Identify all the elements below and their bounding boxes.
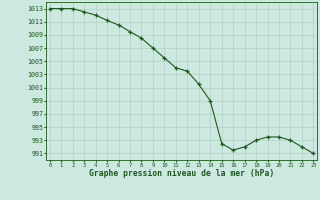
X-axis label: Graphe pression niveau de la mer (hPa): Graphe pression niveau de la mer (hPa) <box>89 169 274 178</box>
